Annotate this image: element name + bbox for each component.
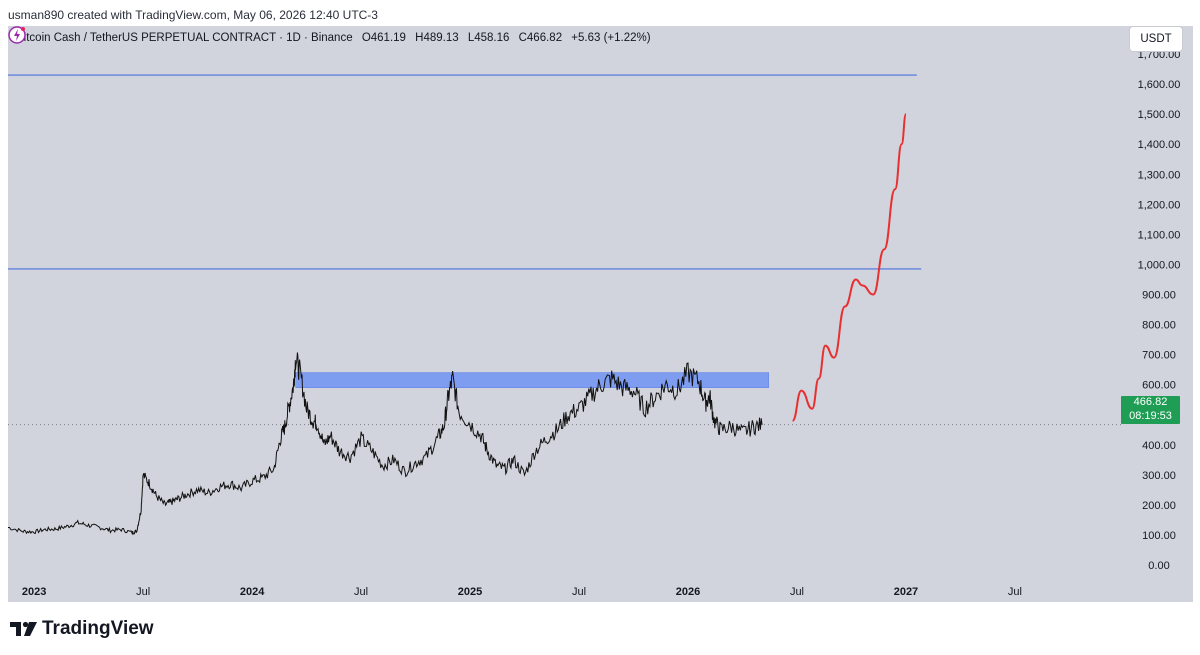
chart-area[interactable]: 0.00100.00200.00300.00400.00500.00600.00… bbox=[8, 26, 1193, 602]
y-tick-label: 1,000.00 bbox=[1138, 259, 1181, 271]
ohlc-change: +5.63 (+1.22%) bbox=[571, 32, 651, 44]
y-tick-label: 1,700.00 bbox=[1138, 49, 1181, 61]
attribution-text: usman890 created with TradingView.com, M… bbox=[8, 8, 378, 22]
y-tick-label: 1,600.00 bbox=[1138, 79, 1181, 91]
lightning-icon[interactable] bbox=[8, 26, 26, 44]
y-tick-label: 700.00 bbox=[1142, 350, 1176, 362]
x-tick-label: Jul bbox=[572, 586, 586, 598]
bar-countdown: 08:19:53 bbox=[1129, 410, 1172, 422]
y-tick-label: 1,200.00 bbox=[1138, 199, 1181, 211]
brand-footer[interactable]: TradingView bbox=[10, 618, 154, 640]
y-tick-label: 1,400.00 bbox=[1138, 139, 1181, 151]
symbol-title: Bitcoin Cash / TetherUS PERPETUAL CONTRA… bbox=[16, 32, 353, 44]
last-price-tag: 466.82 08:19:53 bbox=[1121, 396, 1180, 424]
symbol-legend: Bitcoin Cash / TetherUS PERPETUAL CONTRA… bbox=[16, 32, 657, 44]
projection-curve bbox=[791, 113, 907, 422]
tradingview-logo-icon bbox=[10, 621, 37, 636]
price-series bbox=[8, 352, 763, 536]
ohlc-close: C466.82 bbox=[518, 32, 563, 44]
ohlc-open: O461.19 bbox=[361, 32, 406, 44]
last-price-value: 466.82 bbox=[1133, 396, 1168, 408]
x-tick-label: Jul bbox=[1008, 586, 1022, 598]
x-tick-label: 2027 bbox=[894, 586, 918, 598]
y-tick-label: 900.00 bbox=[1142, 289, 1176, 301]
resistance-zone bbox=[295, 372, 769, 388]
x-tick-label: Jul bbox=[136, 586, 150, 598]
x-tick-label: 2023 bbox=[22, 586, 46, 598]
y-tick-label: 800.00 bbox=[1142, 320, 1176, 332]
price-chart[interactable]: 0.00100.00200.00300.00400.00500.00600.00… bbox=[8, 26, 1193, 602]
currency-button[interactable]: USDT bbox=[1129, 26, 1183, 52]
brand-name: TradingView bbox=[42, 618, 154, 639]
ohlc-high: H489.13 bbox=[415, 32, 459, 44]
x-tick-label: Jul bbox=[354, 586, 368, 598]
y-tick-label: 400.00 bbox=[1142, 440, 1176, 452]
y-tick-label: 200.00 bbox=[1142, 500, 1176, 512]
y-tick-label: 100.00 bbox=[1142, 530, 1176, 542]
y-tick-label: 600.00 bbox=[1142, 380, 1176, 392]
y-tick-label: 1,300.00 bbox=[1138, 169, 1181, 181]
y-tick-label: 1,100.00 bbox=[1138, 229, 1181, 241]
y-tick-label: 0.00 bbox=[1148, 560, 1169, 572]
y-tick-label: 300.00 bbox=[1142, 470, 1176, 482]
x-tick-label: 2024 bbox=[240, 586, 265, 598]
x-tick-label: 2026 bbox=[676, 586, 700, 598]
x-tick-label: Jul bbox=[790, 586, 804, 598]
y-tick-label: 1,500.00 bbox=[1138, 109, 1181, 121]
x-tick-label: 2025 bbox=[458, 586, 482, 598]
ohlc-low: L458.16 bbox=[467, 32, 510, 44]
